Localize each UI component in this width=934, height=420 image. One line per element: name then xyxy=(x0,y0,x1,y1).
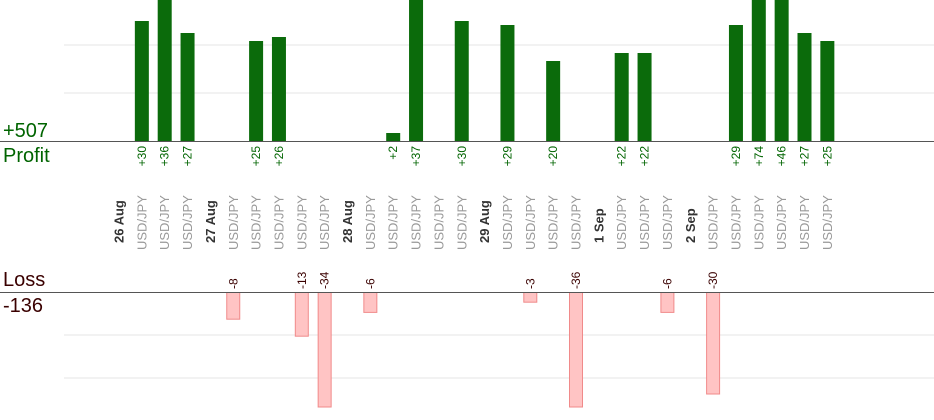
profit-value-label: +25 xyxy=(249,146,263,167)
tick-label: USD/JPY xyxy=(134,195,149,250)
profit-label: Profit xyxy=(3,145,50,167)
profit-bar xyxy=(728,25,743,141)
tick-label: USD/JPY xyxy=(386,195,401,250)
loss-value-label: -8 xyxy=(226,278,240,289)
date-label: 29 Aug xyxy=(477,200,492,243)
loss-bar xyxy=(294,292,309,337)
tick-label: USD/JPY xyxy=(249,195,264,250)
tick-label: USD/JPY xyxy=(820,195,835,250)
profit-bar xyxy=(249,41,264,141)
profit-value-label: +36 xyxy=(158,146,172,167)
tick-label: USD/JPY xyxy=(706,195,721,250)
loss-bar xyxy=(523,292,538,303)
loss-bar xyxy=(317,292,332,408)
profit-value-label: +25 xyxy=(820,146,834,167)
profit-bar xyxy=(500,25,515,141)
profit-value-label: +2 xyxy=(386,146,400,160)
profit-bar xyxy=(797,33,812,141)
loss-bar xyxy=(706,292,721,395)
tick-label: USD/JPY xyxy=(774,195,789,250)
tick-label: USD/JPY xyxy=(728,195,743,250)
date-label: 28 Aug xyxy=(340,200,355,243)
tick-label: USD/JPY xyxy=(660,195,675,250)
tick-label: USD/JPY xyxy=(317,195,332,250)
loss-value-label: -3 xyxy=(523,278,537,289)
tick-label: USD/JPY xyxy=(797,195,812,250)
profit-bar xyxy=(386,133,401,141)
profit-value-label: +30 xyxy=(135,146,149,167)
profit-bar xyxy=(820,41,835,141)
profit-total: +507 xyxy=(3,120,49,142)
date-label: 2 Sep xyxy=(683,208,698,243)
profit-bar xyxy=(614,53,629,141)
loss-bar xyxy=(226,292,241,320)
tick-label: USD/JPY xyxy=(569,195,584,250)
tick-label: USD/JPY xyxy=(523,195,538,250)
loss-value-label: -13 xyxy=(295,271,309,289)
tick-label: USD/JPY xyxy=(409,195,424,250)
tick-label: USD/JPY xyxy=(637,195,652,250)
profit-bar xyxy=(774,0,789,141)
tick-label: USD/JPY xyxy=(157,195,172,250)
profit-value-label: +22 xyxy=(638,146,652,167)
date-label: 26 Aug xyxy=(112,200,127,243)
profit-bar xyxy=(637,53,652,141)
profit-value-label: +26 xyxy=(272,146,286,167)
loss-value-label: -36 xyxy=(569,271,583,289)
loss-value-label: -6 xyxy=(363,278,377,289)
profit-value-label: +29 xyxy=(500,146,514,167)
profit-value-label: +29 xyxy=(729,146,743,167)
profit-value-label: +46 xyxy=(775,146,789,167)
loss-value-label: -34 xyxy=(318,271,332,289)
profit-value-label: +20 xyxy=(546,146,560,167)
profit-bar xyxy=(157,0,172,141)
tick-label: USD/JPY xyxy=(294,195,309,250)
profit-bar xyxy=(271,37,286,141)
tick-label: USD/JPY xyxy=(431,195,446,250)
profit-bar xyxy=(751,0,766,141)
loss-value-label: -30 xyxy=(706,271,720,289)
tick-label: USD/JPY xyxy=(751,195,766,250)
profit-bar xyxy=(546,61,561,141)
profit-value-label: +74 xyxy=(752,146,766,167)
tick-label: USD/JPY xyxy=(180,195,195,250)
profit-value-label: +30 xyxy=(455,146,469,167)
profit-value-label: +27 xyxy=(798,146,812,167)
profit-value-label: +37 xyxy=(409,146,423,167)
tick-label: USD/JPY xyxy=(226,195,241,250)
date-label: 27 Aug xyxy=(203,200,218,243)
tick-label: USD/JPY xyxy=(454,195,469,250)
tick-label: USD/JPY xyxy=(614,195,629,250)
profit-bar xyxy=(180,33,195,141)
loss-bar xyxy=(363,292,378,313)
tick-label: USD/JPY xyxy=(363,195,378,250)
tick-label: USD/JPY xyxy=(271,195,286,250)
profit-bar xyxy=(454,21,469,141)
loss-total: -136 xyxy=(3,295,44,317)
profit-bar xyxy=(409,0,424,141)
loss-label: Loss xyxy=(3,269,46,291)
profit-value-label: +27 xyxy=(181,146,195,167)
profit-bar xyxy=(134,21,149,141)
tick-label: USD/JPY xyxy=(546,195,561,250)
loss-bar xyxy=(569,292,583,408)
tick-label: USD/JPY xyxy=(500,195,515,250)
date-label: 1 Sep xyxy=(591,208,606,243)
loss-value-label: -6 xyxy=(660,278,674,289)
loss-bar xyxy=(660,292,675,313)
profit-value-label: +22 xyxy=(615,146,629,167)
